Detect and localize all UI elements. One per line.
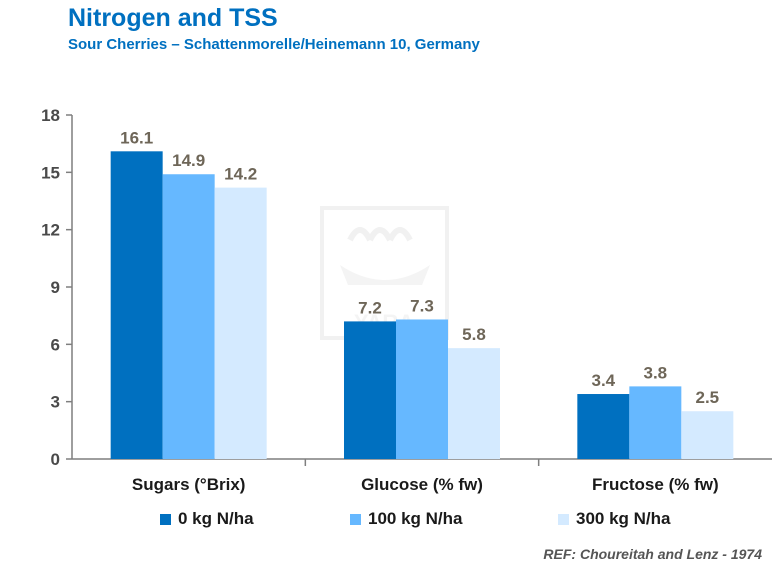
bar-2-2 [681,411,734,459]
data-label-2-1: 5.8 [462,325,486,344]
y-tick-label-4: 12 [41,221,60,240]
bar-0-2 [577,394,630,459]
data-label-0-2: 3.4 [592,371,616,390]
y-tick-label-0: 0 [51,450,60,469]
legend-label-0: 0 kg N/ha [178,509,254,528]
legend-item-0: 0 kg N/ha [160,509,254,529]
bar-0-1 [344,321,396,459]
x-tick-label-1: Glucose (% fw) [361,475,483,494]
legend: 0 kg N/ha 100 kg N/ha 300 kg N/ha [0,509,779,533]
x-tick-label-2: Fructose (% fw) [592,475,719,494]
watermark-logo: YARA [320,206,449,340]
y-tick-label-1: 3 [51,393,60,412]
bar-2-0 [214,187,267,459]
data-label-1-1: 7.3 [410,296,434,315]
bar-1-0 [162,174,215,459]
bar-1-1 [396,319,448,459]
legend-item-2: 300 kg N/ha [558,509,671,529]
y-tick-label-6: 18 [41,106,60,125]
bar-1-2 [629,386,682,459]
data-label-0-0: 16.1 [120,128,153,147]
y-tick-label-5: 15 [41,163,60,182]
y-tick-label-2: 6 [51,335,60,354]
reference-note: REF: Choureitah and Lenz - 1974 [543,546,762,562]
legend-swatch-2 [558,513,569,525]
legend-label-2: 300 kg N/ha [576,509,671,528]
bar-0-0 [110,151,163,460]
bar-2-1 [448,348,500,459]
legend-swatch-1 [350,513,361,525]
legend-label-1: 100 kg N/ha [368,509,463,528]
legend-item-1: 100 kg N/ha [350,509,463,529]
chart-title: Nitrogen and TSS [68,4,278,32]
legend-swatch-0 [160,513,171,525]
data-label-2-0: 14.2 [224,165,257,184]
data-label-1-0: 14.9 [172,151,205,170]
chart-subtitle: Sour Cherries – Schattenmorelle/Heineman… [68,36,480,53]
y-tick-label-3: 9 [51,278,60,297]
x-tick-label-0: Sugars (°Brix) [132,475,246,494]
data-label-0-1: 7.2 [358,298,382,317]
data-label-1-2: 3.8 [644,363,668,382]
data-label-2-2: 2.5 [696,388,720,407]
